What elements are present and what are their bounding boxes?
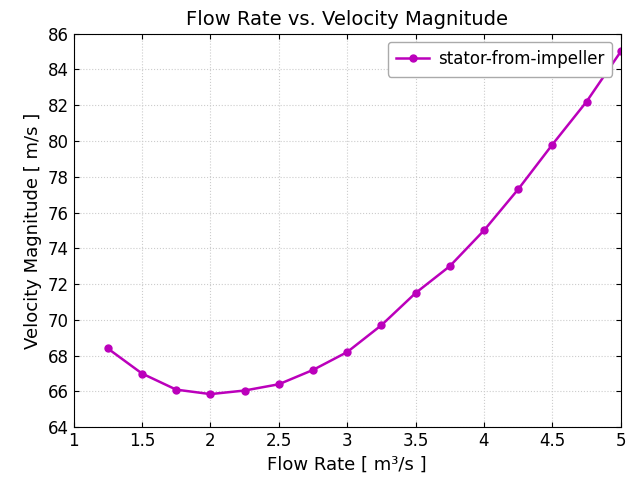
X-axis label: Flow Rate [ m³/s ]: Flow Rate [ m³/s ]	[268, 456, 427, 474]
stator-from-impeller	[207, 391, 214, 397]
Legend: stator-from-impeller: stator-from-impeller	[388, 42, 612, 77]
stator-from-impeller	[138, 371, 146, 376]
stator-from-impeller	[241, 388, 248, 394]
stator-from-impeller	[548, 142, 556, 147]
stator-from-impeller	[480, 228, 488, 233]
stator-from-impeller	[617, 48, 625, 54]
stator-from-impeller	[446, 264, 454, 269]
Line: stator-from-impeller: stator-from-impeller	[104, 48, 624, 397]
stator-from-impeller	[309, 367, 317, 373]
stator-from-impeller	[583, 99, 591, 105]
stator-from-impeller	[172, 387, 180, 393]
stator-from-impeller	[378, 323, 385, 328]
stator-from-impeller	[343, 349, 351, 355]
Title: Flow Rate vs. Velocity Magnitude: Flow Rate vs. Velocity Magnitude	[186, 10, 508, 29]
stator-from-impeller	[412, 290, 419, 296]
stator-from-impeller	[275, 382, 283, 387]
stator-from-impeller	[104, 346, 111, 351]
stator-from-impeller	[515, 186, 522, 192]
Y-axis label: Velocity Magnitude [ m/s ]: Velocity Magnitude [ m/s ]	[24, 112, 42, 348]
